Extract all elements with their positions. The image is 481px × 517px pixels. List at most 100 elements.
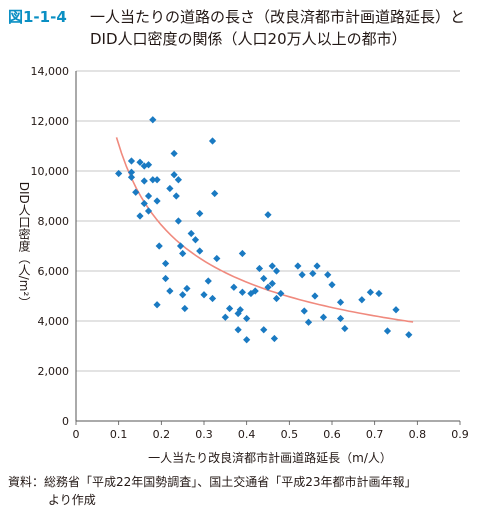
data-point (268, 262, 276, 270)
data-point (405, 331, 413, 339)
data-point (144, 161, 153, 169)
data-point (162, 259, 170, 268)
data-point (268, 279, 276, 288)
source-note: 資料：総務省「平成22年国勢調査」、国土交通省「平成23年都市計画年報」 より作… (8, 473, 476, 509)
y-axis-ticks: 0 2,000 4,000 6,000 8,000 10,000 12,000 14,000 (31, 65, 70, 428)
data-point (383, 327, 392, 335)
y-tick-label: 8,000 (38, 215, 70, 228)
data-point (162, 274, 170, 283)
data-point (166, 287, 174, 295)
data-point (319, 313, 328, 321)
data-point (170, 149, 178, 158)
source-line1: 資料：総務省「平成22年国勢調査」、国土交通省「平成23年都市計画年報」 (8, 475, 417, 489)
x-tick-label: 0.9 (451, 428, 469, 441)
data-point (176, 242, 185, 250)
data-point (277, 289, 285, 298)
data-point (264, 283, 272, 291)
data-point (221, 313, 229, 321)
data-point (127, 173, 136, 181)
y-tick-label: 14,000 (31, 65, 70, 78)
data-point (208, 294, 217, 303)
data-point (200, 291, 208, 299)
data-point (181, 304, 189, 313)
data-point (375, 289, 383, 298)
data-point (313, 262, 321, 270)
data-point (243, 336, 251, 344)
data-point (174, 176, 182, 184)
data-point (153, 176, 161, 184)
data-point (172, 192, 180, 200)
data-point (174, 217, 182, 225)
data-point (324, 271, 332, 279)
y-tick-label: 0 (62, 415, 69, 428)
data-point (272, 294, 281, 303)
x-tick-label: 0.8 (409, 428, 427, 441)
data-point (358, 296, 366, 304)
figure-title-line2: DID人口密度の関係（人口20万人以上の都市） (90, 30, 407, 48)
x-tick-label: 0.6 (323, 428, 341, 441)
data-point (187, 229, 195, 238)
data-point (127, 168, 136, 176)
data-point (149, 176, 157, 184)
data-point (392, 306, 400, 314)
data-point (196, 209, 204, 218)
data-point (144, 207, 153, 215)
chart-axes (75, 71, 460, 422)
x-tick-label: 0.2 (153, 428, 171, 441)
data-point (309, 269, 317, 278)
x-tick-label: 0 (73, 428, 80, 441)
data-point (208, 137, 217, 145)
x-axis-label: 一人当たり改良済都市計画道路延長（m/人） (148, 450, 392, 465)
x-tick-label: 0.1 (110, 428, 128, 441)
data-point (136, 212, 144, 220)
data-point (170, 171, 178, 179)
data-point (155, 242, 163, 250)
data-point (366, 288, 374, 296)
data-point (191, 236, 200, 244)
figure-label: 図1-1-4 (8, 8, 67, 26)
x-tick-label: 0.5 (281, 428, 299, 441)
figure-title: 一人当たりの道路の長さ（改良済都市計画道路延長）と DID人口密度の関係（人口2… (90, 6, 475, 50)
x-tick-label: 0.3 (195, 428, 213, 441)
trend-line (115, 137, 414, 323)
data-point (226, 304, 234, 313)
data-point (328, 281, 336, 289)
data-point (236, 306, 244, 314)
data-point (336, 298, 345, 306)
data-point (140, 199, 148, 208)
data-points (115, 116, 413, 344)
data-point (115, 169, 123, 178)
data-point (183, 284, 191, 293)
chart-grid (76, 70, 460, 372)
data-point (311, 292, 319, 300)
x-tick-label: 0.7 (366, 428, 384, 441)
data-point (272, 267, 281, 275)
data-point (238, 249, 246, 258)
data-point (234, 326, 242, 334)
data-point (264, 211, 272, 219)
data-point (255, 264, 264, 273)
data-point (149, 116, 157, 124)
data-point (260, 326, 268, 334)
data-point (132, 188, 140, 196)
data-point (179, 249, 187, 258)
data-point (270, 334, 278, 343)
data-point (341, 324, 349, 333)
y-axis-label: DID人口密度（人/m²） (17, 182, 31, 309)
y-tick-label: 6,000 (38, 265, 70, 278)
data-point (196, 247, 204, 255)
source-line2: より作成 (48, 493, 96, 507)
data-point (127, 157, 136, 165)
data-point (153, 197, 161, 205)
data-point (211, 189, 219, 198)
x-tick-label: 0.4 (238, 428, 256, 441)
data-point (260, 274, 268, 283)
data-point (166, 184, 174, 193)
data-point (298, 271, 306, 279)
data-point (251, 287, 259, 295)
y-tick-label: 12,000 (31, 115, 70, 128)
data-point (179, 291, 187, 299)
y-tick-label: 2,000 (38, 365, 70, 378)
data-point (294, 262, 302, 270)
